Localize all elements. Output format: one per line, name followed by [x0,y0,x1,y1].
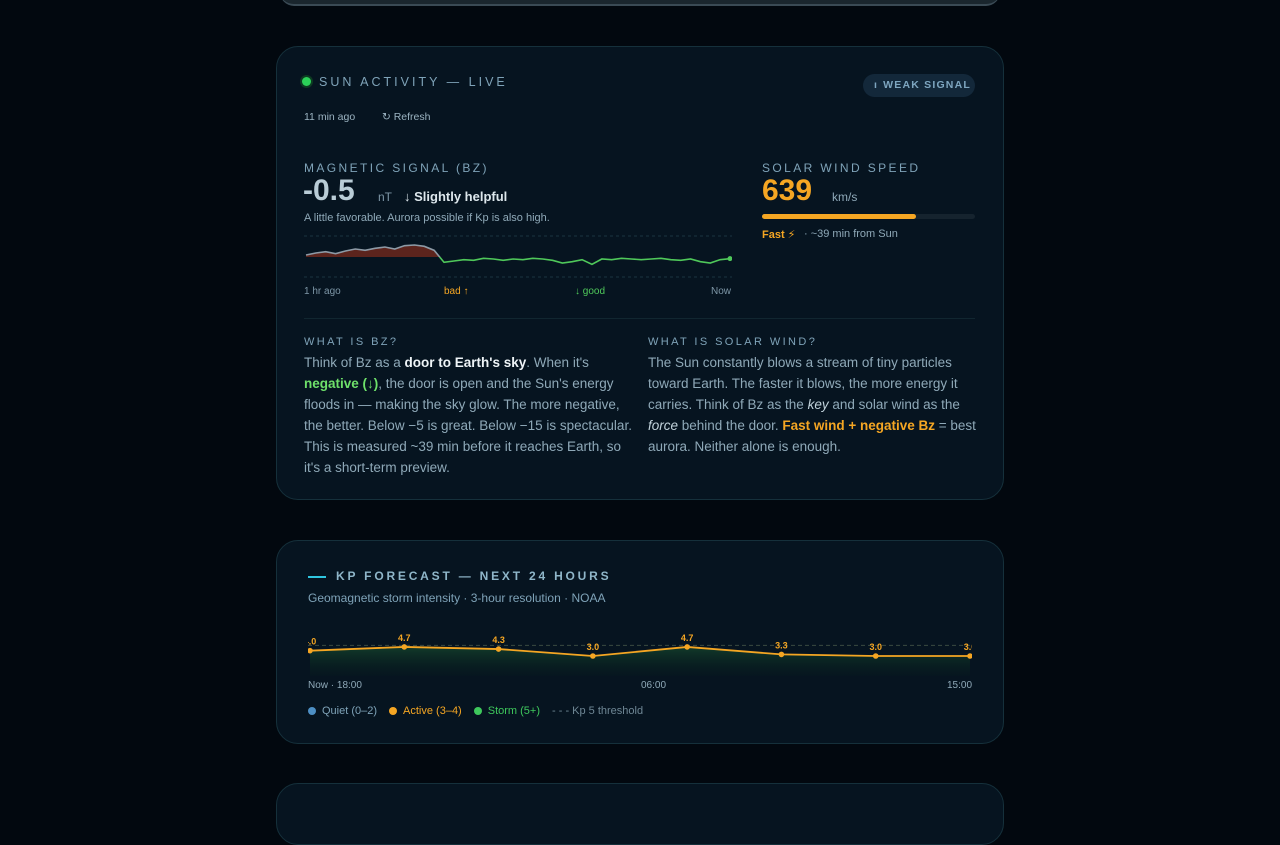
explain-segment: Fast wind + negative Bz [782,418,936,433]
explain-segment: key [807,397,829,412]
refresh-text: Refresh [393,111,431,123]
wind-fast: Fast ⚡ [762,229,796,241]
explain-heading: WHAT IS SOLAR WIND? [648,336,818,348]
kp-card [276,540,1004,744]
legend-item: Quiet (0–2) [308,705,377,717]
next-card [276,783,1004,845]
bz-axis-label: Now [711,286,732,297]
explain-segment: door to Earth's sky [404,355,527,370]
explain-segment: behind the door. [678,418,783,433]
kp-dash [308,576,326,578]
page: SUN ACTIVITY — LIVE ı WEAK SIGNAL 11 min … [276,0,1004,845]
sun-card [276,46,1004,500]
kp-x-label: Now · 18:00 [308,680,362,691]
kp-chart: 4.0 4.7 4.3 3.0 4.7 3.3 3.0 3.0 [308,633,972,676]
kp-x-label: 06:00 [641,680,667,691]
kp-value-label: 3.0 [964,642,972,652]
wind-label: SOLAR WIND SPEED [762,161,921,175]
explain-segment: . When it's [526,355,589,370]
bz-line [305,244,441,257]
kp-value-label: 4.3 [492,635,505,645]
kp-subtitle: Geomagnetic storm intensity · 3-hour res… [308,591,606,605]
explain-segment: Think of Bz as a [304,355,405,370]
kp-point [308,647,313,654]
legend-dot [473,707,482,715]
kp-point [590,653,596,659]
bz-value: -0.5 [303,174,355,207]
divider [304,318,975,319]
kp-title: KP FORECAST — NEXT 24 HOURS [336,569,612,583]
bz-axis-label: bad ↑ [444,286,469,297]
kp-value-label: 4.0 [308,637,316,647]
sun-title: SUN ACTIVITY — LIVE [319,75,508,89]
bz-axis-label: 1 hr ago [304,286,341,297]
wind-value: 639 [762,174,813,207]
explain-segment: The Sun constantly blows a stream of tin… [648,355,958,412]
bz-chart [304,235,732,278]
bz-now [727,256,732,262]
explain-heading: WHAT IS BZ? [304,336,399,348]
kp-line [309,646,970,657]
kp-value-label: 3.0 [587,642,600,652]
kp-point [967,653,972,659]
legend-label: Active (3–4) [403,705,462,717]
kp-point [495,646,502,652]
wind-eta: · ~39 min from Sun [804,228,898,240]
explain-segment: = best aurora. Neither alone is enough. [648,418,976,454]
explain-segment: negative (↓) [304,376,379,391]
kp-point [872,653,879,659]
kp-value-label: 4.7 [398,633,411,643]
legend-dot [308,707,316,715]
wind-bar [762,214,916,219]
bz-line [438,257,731,266]
kp-legend: Quiet (0–2) Active (3–4) Storm (5+) - - - K… [308,705,643,717]
bz-axis-label: ↓ good [575,286,606,297]
kp-x-label: 15:00 [947,680,973,691]
bz-area [306,245,730,257]
badge-text: WEAK SIGNAL [883,79,971,91]
bz-verdict: ↓ Slightly helpful [404,189,508,204]
refresh[interactable]: ↻ Refresh [382,111,431,123]
signal-badge[interactable]: ı WEAK SIGNAL [863,74,975,97]
kp-point [684,644,690,650]
bz-unit: nT [378,190,393,204]
legend-label: Storm (5+) [487,705,540,717]
wind-unit: km/s [832,190,858,204]
explain-segment: force [648,418,679,433]
live-dot [302,77,311,86]
legend-item: Active (3–4) [389,705,462,717]
explain-text: Think of Bz as a door to Earth's sky. Wh… [304,352,634,478]
legend-dot [389,707,398,715]
prev-card [280,0,1000,6]
bz-note: A little favorable. Aurora possible if K… [304,212,550,224]
explain-segment: and solar wind as the [828,397,960,412]
legend-label: Quiet (0–2) [322,705,378,717]
updated: 11 min ago [304,111,356,123]
legend-item: Storm (5+) [473,705,540,717]
legend-threshold: - - - Kp 5 threshold [552,705,644,717]
kp-point [401,644,408,650]
bz-label: MAGNETIC SIGNAL (BZ) [304,161,489,175]
explain-segment: , the door is open and the Sun's energy … [304,376,632,475]
kp-point [778,651,785,658]
kp-value-label: 3.3 [775,640,788,650]
kp-area [310,646,970,676]
kp-value-label: 4.7 [681,633,694,643]
kp-value-label: 3.0 [869,642,882,652]
explain-text: The Sun constantly blows a stream of tin… [648,352,978,457]
